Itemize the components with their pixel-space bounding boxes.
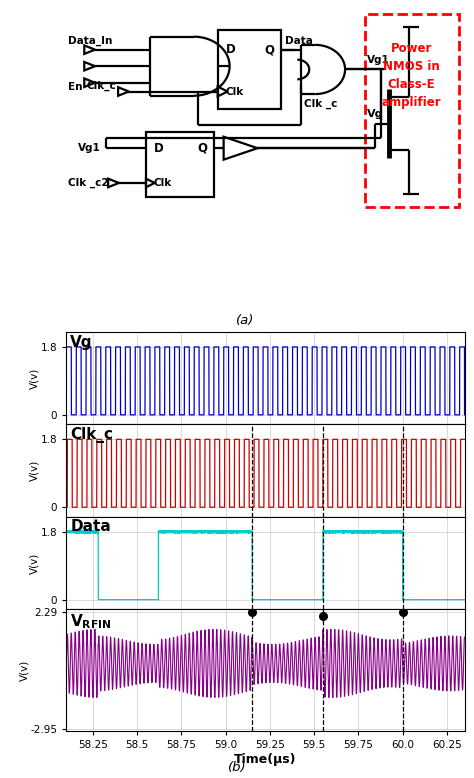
- Bar: [218, 30, 282, 109]
- Text: Q: Q: [197, 142, 207, 155]
- Text: Clk _c: Clk _c: [304, 99, 338, 109]
- Text: amplifier: amplifier: [382, 96, 441, 109]
- Y-axis label: V(v): V(v): [29, 460, 39, 481]
- Text: Clk _c2: Clk _c2: [68, 178, 109, 188]
- Text: Data: Data: [70, 520, 111, 534]
- Text: Vg1: Vg1: [78, 143, 101, 153]
- Text: Clk: Clk: [154, 178, 172, 188]
- Text: Vg: Vg: [70, 335, 93, 349]
- Text: D: D: [154, 142, 164, 155]
- Text: Clk: Clk: [226, 86, 244, 96]
- Text: (b): (b): [228, 761, 246, 774]
- Text: Data_In: Data_In: [68, 36, 113, 46]
- Y-axis label: V(v): V(v): [19, 660, 29, 681]
- Text: NMOS in: NMOS in: [383, 60, 440, 72]
- Text: Vg1: Vg1: [367, 55, 390, 65]
- Text: Vg: Vg: [367, 109, 383, 119]
- Text: Q: Q: [264, 44, 274, 56]
- Text: En: En: [68, 82, 83, 92]
- Text: Data: Data: [285, 36, 313, 46]
- Y-axis label: V(v): V(v): [29, 552, 39, 573]
- Text: Power: Power: [391, 42, 432, 54]
- Bar: [146, 131, 214, 198]
- Text: Clk_c: Clk_c: [86, 81, 116, 91]
- Text: Clk_c: Clk_c: [70, 427, 113, 443]
- Text: D: D: [226, 44, 236, 56]
- Text: $\mathbf{V_{RFIN}}$: $\mathbf{V_{RFIN}}$: [70, 613, 112, 632]
- Text: Class-E: Class-E: [388, 78, 436, 91]
- Text: (a): (a): [237, 314, 255, 327]
- Y-axis label: V(v): V(v): [29, 367, 39, 389]
- X-axis label: Time(μs): Time(μs): [234, 753, 297, 766]
